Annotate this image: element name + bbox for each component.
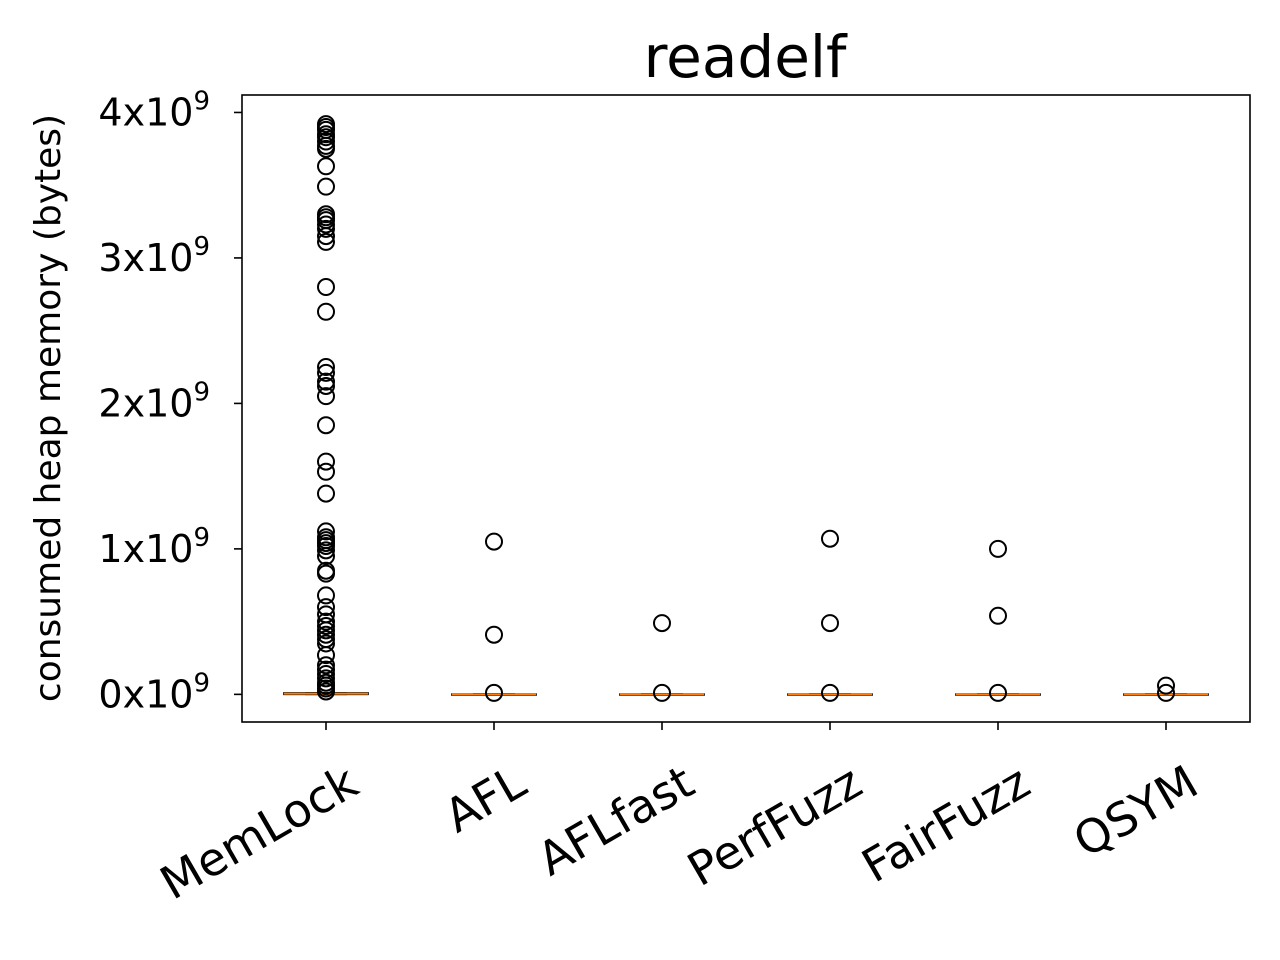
outlier-point: [317, 227, 335, 246]
outlier-point: [317, 462, 335, 481]
outlier-point: [653, 683, 671, 702]
outlier-point: [989, 683, 1007, 702]
outlier-point: [317, 664, 335, 683]
chart-title: readelf: [644, 23, 848, 91]
outlier-point: [317, 302, 335, 321]
outlier-point: [317, 358, 335, 377]
outlier-point: [317, 586, 335, 605]
outlier-point: [317, 484, 335, 503]
outlier-point: [821, 529, 839, 548]
outlier-point: [317, 139, 335, 158]
outlier-point: [1157, 676, 1175, 695]
y-tick-label: 0x109: [98, 668, 210, 716]
y-tick-label-exponent: 9: [193, 232, 210, 262]
y-axis-label: consumed heap memory (bytes): [28, 114, 69, 702]
outlier-point: [317, 669, 335, 688]
outlier-point: [317, 177, 335, 196]
outlier-point: [317, 547, 335, 566]
outlier-point: [317, 128, 335, 147]
outliers-layer: [317, 115, 1175, 702]
y-tick-label: 1x109: [98, 523, 210, 571]
outlier-point: [1157, 683, 1175, 702]
y-tick-label: 4x109: [98, 86, 210, 134]
outlier-point: [317, 215, 335, 234]
y-tick-label-base: 0x10: [98, 672, 193, 716]
outlier-point: [317, 363, 335, 382]
outlier-point: [485, 625, 503, 644]
outlier-point: [989, 606, 1007, 625]
outlier-point: [317, 452, 335, 471]
outlier-point: [317, 634, 335, 653]
outlier-point: [317, 522, 335, 541]
outlier-point: [317, 682, 335, 701]
outlier-point: [317, 372, 335, 391]
y-tick-label: 3x109: [98, 232, 210, 280]
y-tick-label: 2x109: [98, 377, 210, 425]
outlier-point: [317, 616, 335, 635]
outlier-point: [485, 532, 503, 551]
outlier-point: [485, 683, 503, 702]
outlier-point: [317, 541, 335, 560]
outlier-point: [317, 219, 335, 238]
outlier-point: [317, 625, 335, 644]
outlier-point: [317, 564, 335, 583]
outlier-point: [317, 232, 335, 251]
outlier-point: [317, 278, 335, 297]
outlier-point: [989, 539, 1007, 558]
y-tick-label-base: 2x10: [98, 381, 193, 425]
y-tick-label-base: 3x10: [98, 236, 193, 280]
outlier-point: [317, 536, 335, 555]
y-tick-label-base: 4x10: [98, 90, 193, 134]
plot-frame: [241, 94, 1251, 723]
outlier-point: [821, 683, 839, 702]
outlier-point: [317, 157, 335, 176]
outlier-point: [317, 598, 335, 617]
y-tick-label-exponent: 9: [193, 668, 210, 698]
outlier-point: [317, 376, 335, 395]
outlier-point: [317, 656, 335, 675]
y-tick-label-exponent: 9: [193, 523, 210, 553]
outlier-point: [317, 612, 335, 631]
outlier-point: [317, 621, 335, 640]
y-tick-label-base: 1x10: [98, 527, 193, 571]
outlier-point: [317, 132, 335, 151]
outlier-point: [821, 614, 839, 633]
outlier-point: [653, 614, 671, 633]
y-tick-label-exponent: 9: [193, 86, 210, 116]
outlier-point: [317, 646, 335, 665]
outlier-point: [317, 416, 335, 435]
y-tick-label-exponent: 9: [193, 377, 210, 407]
outlier-point: [317, 387, 335, 406]
